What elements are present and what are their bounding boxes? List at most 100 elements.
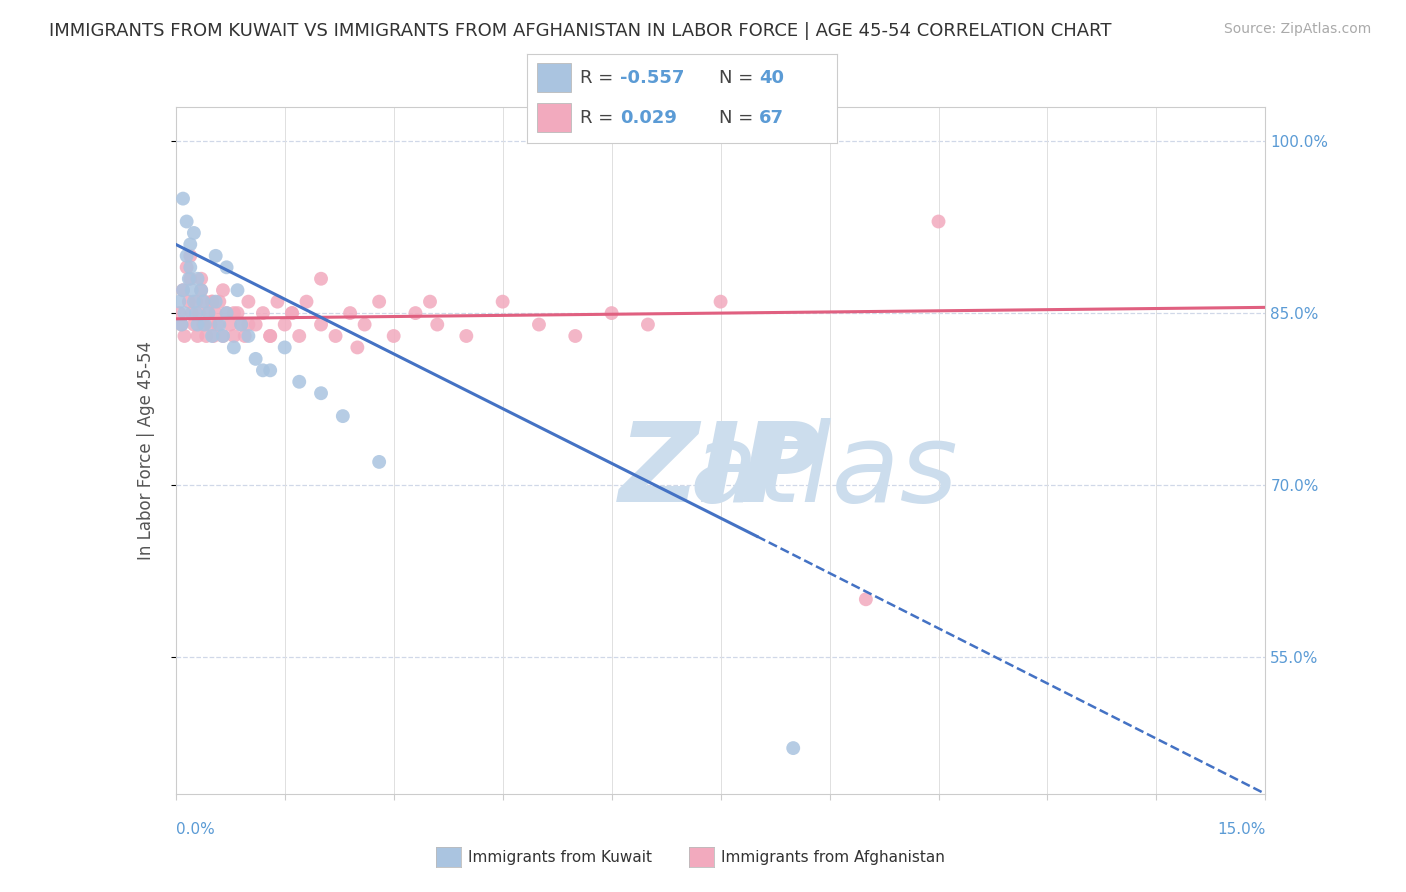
Point	[186, 318, 209, 332]
Point	[259, 329, 281, 343]
Point	[180, 283, 202, 297]
Point	[928, 214, 950, 228]
Point	[188, 306, 211, 320]
Point	[309, 271, 332, 285]
Point	[195, 329, 218, 343]
Point	[208, 294, 231, 309]
Point	[176, 260, 198, 275]
Point	[177, 294, 200, 309]
Point	[215, 306, 238, 320]
Point	[295, 294, 318, 309]
Point	[231, 318, 253, 332]
Point	[183, 318, 205, 332]
Point	[219, 318, 242, 332]
Point	[855, 592, 877, 607]
Point	[309, 386, 332, 401]
Point	[184, 306, 207, 320]
Point	[245, 318, 267, 332]
FancyBboxPatch shape	[537, 103, 571, 132]
Text: Immigrants from Afghanistan: Immigrants from Afghanistan	[721, 850, 945, 864]
Point	[564, 329, 586, 343]
Point	[169, 306, 191, 320]
Point	[346, 340, 368, 354]
Point	[204, 294, 226, 309]
Point	[281, 306, 304, 320]
Point	[226, 306, 249, 320]
Point	[208, 318, 231, 332]
Point	[222, 340, 245, 354]
Point	[190, 283, 212, 297]
Point	[266, 294, 288, 309]
Point	[180, 306, 202, 320]
Point	[527, 318, 550, 332]
Text: 67: 67	[759, 109, 785, 127]
Point	[176, 214, 198, 228]
Point	[177, 271, 200, 285]
Point	[492, 294, 515, 309]
Point	[222, 306, 245, 320]
Point	[259, 363, 281, 377]
Point	[382, 329, 405, 343]
Point	[170, 318, 193, 332]
FancyBboxPatch shape	[537, 63, 571, 92]
Point	[204, 249, 226, 263]
Point	[202, 329, 225, 343]
Point	[419, 294, 441, 309]
Point	[173, 329, 195, 343]
Text: 40: 40	[759, 69, 785, 87]
Point	[368, 455, 391, 469]
Point	[233, 329, 256, 343]
Point	[212, 329, 235, 343]
Point	[201, 294, 224, 309]
Point	[201, 294, 224, 309]
Point	[215, 306, 238, 320]
Point	[252, 363, 274, 377]
Point	[212, 283, 235, 297]
Point	[170, 318, 193, 332]
Point	[183, 226, 205, 240]
Y-axis label: In Labor Force | Age 45-54: In Labor Force | Age 45-54	[136, 341, 155, 560]
Point	[176, 249, 198, 263]
Point	[231, 318, 253, 332]
Point	[274, 340, 297, 354]
Point	[238, 329, 260, 343]
Point	[782, 741, 804, 756]
Point	[274, 318, 297, 332]
Point	[179, 237, 201, 252]
Point	[288, 329, 311, 343]
Point	[186, 271, 209, 285]
Point	[169, 294, 191, 309]
Text: 0.029: 0.029	[620, 109, 676, 127]
Point	[600, 306, 623, 320]
Text: N =: N =	[718, 109, 759, 127]
Text: -0.557: -0.557	[620, 69, 685, 87]
Text: atlas: atlas	[690, 417, 959, 524]
Point	[426, 318, 449, 332]
Point	[207, 318, 229, 332]
Point	[172, 283, 194, 297]
Point	[173, 306, 195, 320]
Point	[186, 329, 209, 343]
Point	[288, 375, 311, 389]
Point	[179, 271, 201, 285]
Point	[368, 294, 391, 309]
Point	[353, 318, 375, 332]
Point	[215, 260, 238, 275]
Point	[190, 271, 212, 285]
Text: 15.0%: 15.0%	[1218, 822, 1265, 838]
Point	[238, 318, 260, 332]
Point	[309, 318, 332, 332]
Point	[339, 306, 361, 320]
Text: R =: R =	[579, 69, 619, 87]
Point	[405, 306, 427, 320]
Point	[194, 318, 217, 332]
Point	[222, 329, 245, 343]
Text: N =: N =	[718, 69, 759, 87]
Point	[281, 306, 304, 320]
Point	[238, 294, 260, 309]
Point	[184, 294, 207, 309]
Text: IMMIGRANTS FROM KUWAIT VS IMMIGRANTS FROM AFGHANISTAN IN LABOR FORCE | AGE 45-54: IMMIGRANTS FROM KUWAIT VS IMMIGRANTS FRO…	[49, 22, 1112, 40]
Point	[194, 294, 217, 309]
Point	[200, 318, 222, 332]
Point	[179, 249, 201, 263]
